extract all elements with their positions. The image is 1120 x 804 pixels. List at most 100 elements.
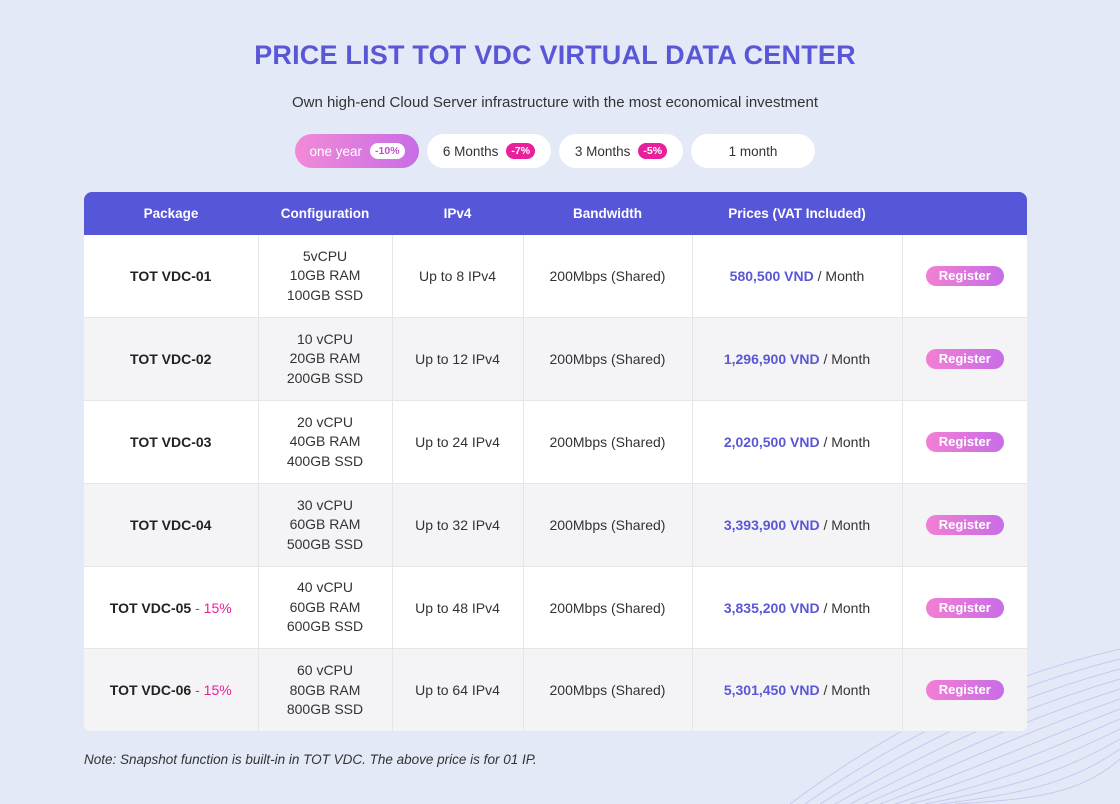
action-cell: Register xyxy=(902,317,1027,402)
tab-label: 3 Months xyxy=(574,143,631,159)
ram-spec: 20GB RAM xyxy=(289,350,361,367)
discount-badge: -7% xyxy=(506,143,536,159)
price-cell: 2,020,500 VND / Month xyxy=(692,400,903,484)
table-header-row: Package Configuration IPv4 Bandwidth Pri… xyxy=(84,192,1027,235)
cpu-spec: 30 vCPU xyxy=(296,496,354,513)
configuration-cell: 40 vCPU 60GB RAM 600GB SSD xyxy=(258,566,393,650)
package-cell: TOT VDC-02 xyxy=(84,317,259,402)
configuration-cell: 5vCPU 10GB RAM 100GB SSD xyxy=(258,235,393,319)
price-cell: 580,500 VND / Month xyxy=(692,235,903,319)
ram-spec: 80GB RAM xyxy=(289,681,361,698)
price-period: / Month xyxy=(819,433,871,450)
ssd-spec: 400GB SSD xyxy=(286,452,364,469)
price-period: / Month xyxy=(819,599,871,616)
price-period: / Month xyxy=(813,268,865,285)
tab-6-months[interactable]: 6 Months -7% xyxy=(427,134,551,168)
price-value: 3,835,200 VND xyxy=(723,599,820,616)
table-row: TOT VDC-02 10 vCPU 20GB RAM 200GB SSD Up t… xyxy=(84,317,1027,402)
package-name: TOT VDC-01 xyxy=(130,268,212,285)
discount-badge: -10% xyxy=(370,143,405,159)
tab-label: 6 Months xyxy=(442,143,499,159)
table-row: TOT VDC-04 30 vCPU 60GB RAM 500GB SSD Up t… xyxy=(84,483,1027,567)
action-cell: Register xyxy=(902,483,1027,567)
ipv4-cell: Up to 12 IPv4 xyxy=(392,317,524,402)
register-button[interactable]: Register xyxy=(925,266,1004,287)
header-package: Package xyxy=(143,206,199,221)
package-cell: TOT VDC-01 xyxy=(84,235,259,319)
register-button[interactable]: Register xyxy=(925,597,1004,618)
price-period: / Month xyxy=(819,516,871,533)
cpu-spec: 40 vCPU xyxy=(296,579,354,596)
register-button[interactable]: Register xyxy=(925,514,1004,535)
price-value: 580,500 VND xyxy=(729,268,814,285)
bandwidth-cell: 200Mbps (Shared) xyxy=(523,317,693,402)
discount-badge: -5% xyxy=(638,143,668,159)
ipv4-cell: Up to 24 IPv4 xyxy=(392,400,524,484)
package-discount: - 15% xyxy=(191,599,232,616)
table-row: TOT VDC-01 5vCPU 10GB RAM 100GB SSD Up to … xyxy=(84,235,1027,319)
page-title: PRICE LIST TOT VDC VIRTUAL DATA CENTER xyxy=(254,40,856,70)
bandwidth-cell: 200Mbps (Shared) xyxy=(523,235,693,319)
cpu-spec: 10 vCPU xyxy=(296,330,354,347)
bandwidth-cell: 200Mbps (Shared) xyxy=(523,648,693,732)
price-cell: 3,835,200 VND / Month xyxy=(692,566,903,650)
ram-spec: 10GB RAM xyxy=(289,267,361,284)
ipv4-cell: Up to 64 IPv4 xyxy=(392,648,524,732)
header-prices: Prices (VAT Included) xyxy=(728,206,866,221)
package-name: TOT VDC-06 xyxy=(109,682,192,699)
package-discount: - 15% xyxy=(191,682,232,699)
configuration-cell: 30 vCPU 60GB RAM 500GB SSD xyxy=(258,483,393,567)
ipv4-cell: Up to 48 IPv4 xyxy=(392,566,524,650)
register-button[interactable]: Register xyxy=(925,431,1004,452)
register-button[interactable]: Register xyxy=(925,349,1004,370)
header-ipv4: IPv4 xyxy=(443,206,472,221)
price-value: 1,296,900 VND xyxy=(723,351,820,368)
header-configuration: Configuration xyxy=(280,206,370,221)
price-period: / Month xyxy=(819,682,871,699)
package-name: TOT VDC-02 xyxy=(130,351,212,368)
price-cell: 1,296,900 VND / Month xyxy=(692,317,903,402)
package-name: TOT VDC-05 xyxy=(109,599,192,616)
ssd-spec: 200GB SSD xyxy=(286,369,364,386)
header-action xyxy=(902,192,1027,235)
table-row: TOT VDC-05 - 15% 40 vCPU 60GB RAM 600GB SS… xyxy=(84,566,1027,650)
tab-label: 1 month xyxy=(728,143,778,159)
cpu-spec: 20 vCPU xyxy=(296,413,354,430)
action-cell: Register xyxy=(902,235,1027,319)
package-cell: TOT VDC-06 - 15% xyxy=(84,648,259,732)
billing-period-tabs: one year -10% 6 Months -7% 3 Months -5% … xyxy=(295,134,815,168)
price-cell: 5,301,450 VND / Month xyxy=(692,648,903,732)
ram-spec: 60GB RAM xyxy=(289,516,361,533)
tab-one-year[interactable]: one year -10% xyxy=(295,134,419,168)
configuration-cell: 10 vCPU 20GB RAM 200GB SSD xyxy=(258,317,393,402)
bandwidth-cell: 200Mbps (Shared) xyxy=(523,400,693,484)
cpu-spec: 60 vCPU xyxy=(296,662,354,679)
ssd-spec: 100GB SSD xyxy=(286,286,364,303)
price-value: 5,301,450 VND xyxy=(723,682,820,699)
price-value: 2,020,500 VND xyxy=(723,433,820,450)
table-row: TOT VDC-03 20 vCPU 40GB RAM 400GB SSD Up t… xyxy=(84,400,1027,484)
ram-spec: 40GB RAM xyxy=(289,433,361,450)
bandwidth-cell: 200Mbps (Shared) xyxy=(523,483,693,567)
ram-spec: 60GB RAM xyxy=(289,598,361,615)
price-cell: 3,393,900 VND / Month xyxy=(692,483,903,567)
action-cell: Register xyxy=(902,400,1027,484)
package-cell: TOT VDC-05 - 15% xyxy=(84,566,259,650)
ssd-spec: 600GB SSD xyxy=(286,618,364,635)
package-cell: TOT VDC-04 xyxy=(84,483,259,567)
ssd-spec: 500GB SSD xyxy=(286,535,364,552)
action-cell: Register xyxy=(902,566,1027,650)
package-name: TOT VDC-03 xyxy=(130,433,212,450)
page-subtitle: Own high-end Cloud Server infrastructure… xyxy=(291,94,819,111)
package-cell: TOT VDC-03 xyxy=(84,400,259,484)
table-row: TOT VDC-06 - 15% 60 vCPU 80GB RAM 800GB SS… xyxy=(84,648,1027,732)
price-period: / Month xyxy=(819,351,871,368)
tab-1-month[interactable]: 1 month xyxy=(691,134,815,168)
configuration-cell: 60 vCPU 80GB RAM 800GB SSD xyxy=(258,648,393,732)
header-bandwidth: Bandwidth xyxy=(573,206,642,221)
ssd-spec: 800GB SSD xyxy=(286,701,364,718)
tab-3-months[interactable]: 3 Months -5% xyxy=(559,134,683,168)
price-table: Package Configuration IPv4 Bandwidth Pri… xyxy=(84,192,1027,732)
configuration-cell: 20 vCPU 40GB RAM 400GB SSD xyxy=(258,400,393,484)
register-button[interactable]: Register xyxy=(925,680,1004,701)
